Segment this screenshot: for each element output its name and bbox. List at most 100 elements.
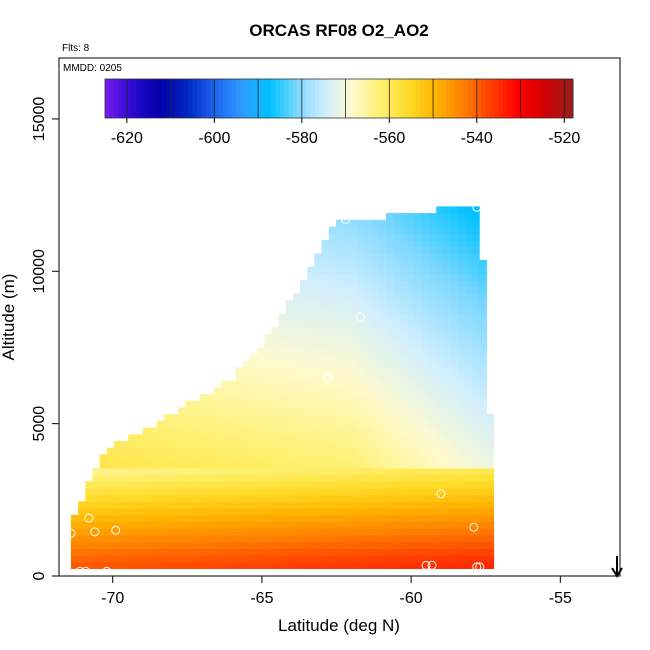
field-cell <box>228 380 237 388</box>
field-cell <box>371 407 380 415</box>
field-cell <box>421 347 430 355</box>
field-cell <box>121 528 129 536</box>
field-cell <box>164 487 172 496</box>
field-cell <box>285 541 294 549</box>
field-cell <box>436 501 444 509</box>
field-cell <box>386 407 394 415</box>
field-cell <box>393 380 401 388</box>
field-cell <box>350 239 358 248</box>
field-cell <box>207 434 215 442</box>
field-cell <box>378 414 387 422</box>
field-cell <box>321 474 330 482</box>
field-cell <box>343 427 351 435</box>
field-cell <box>214 481 222 489</box>
field-cell <box>443 474 452 482</box>
field-cell <box>278 467 287 476</box>
field-cell <box>343 293 351 301</box>
field-cell <box>350 434 358 442</box>
field-cell <box>429 313 437 321</box>
field-cell <box>121 441 129 449</box>
field-cell <box>479 447 487 456</box>
field-cell <box>421 508 430 516</box>
field-cell <box>271 541 280 549</box>
field-cell <box>300 474 308 482</box>
field-cell <box>364 548 373 556</box>
field-cell <box>207 441 215 449</box>
field-cell <box>343 273 351 281</box>
field-cell <box>321 246 330 254</box>
field-cell <box>371 534 380 543</box>
field-cell <box>214 400 222 409</box>
field-cell <box>421 226 430 234</box>
field-cell <box>464 313 473 321</box>
field-cell <box>264 373 273 382</box>
field-cell <box>414 320 423 328</box>
field-cell <box>471 474 480 482</box>
field-cell <box>121 554 129 563</box>
field-cell <box>378 528 387 536</box>
field-cell <box>214 427 222 435</box>
field-cell <box>300 360 308 368</box>
field-cell <box>178 487 187 496</box>
field-cell <box>364 327 373 335</box>
field-cell <box>371 400 380 409</box>
observation-point <box>472 562 482 572</box>
field-cell <box>214 461 222 469</box>
field-cell <box>328 340 337 348</box>
field-cell <box>443 528 452 536</box>
colorbar-segment <box>306 79 312 118</box>
field-cell <box>371 367 380 375</box>
field-cell <box>443 286 452 295</box>
field-cell <box>414 494 423 502</box>
field-cell <box>221 481 230 489</box>
field-cell <box>113 454 122 462</box>
field-cell <box>471 219 480 228</box>
field-cell <box>421 494 430 502</box>
colorbar-segment <box>564 79 570 118</box>
field-cell <box>156 420 165 429</box>
field-cell <box>292 528 301 536</box>
field-cell <box>443 454 452 462</box>
field-cell <box>106 514 115 523</box>
field-cell <box>328 521 337 529</box>
field-cell <box>314 266 323 275</box>
field-cell <box>235 427 244 435</box>
field-cell <box>242 508 251 516</box>
field-cell <box>285 561 294 569</box>
field-cell <box>271 454 280 462</box>
colorbar-segment <box>275 79 281 118</box>
field-cell <box>479 266 487 275</box>
field-cell <box>464 561 473 569</box>
field-cell <box>407 233 416 241</box>
field-cell <box>414 548 423 556</box>
field-cell <box>78 521 86 529</box>
field-cell <box>364 454 373 462</box>
field-cell <box>335 313 344 321</box>
field-cell <box>479 561 487 569</box>
field-cell <box>185 494 194 502</box>
field-cell <box>128 534 136 543</box>
field-cell <box>414 340 423 348</box>
field-cell <box>471 313 480 321</box>
field-cell <box>307 400 316 409</box>
field-cell <box>271 394 280 402</box>
field-cell <box>335 306 344 315</box>
field-cell <box>350 380 358 388</box>
field-cell <box>471 300 480 308</box>
field-cell <box>235 400 244 409</box>
field-cell <box>328 380 337 388</box>
field-cell <box>421 474 430 482</box>
field-cell <box>414 394 423 402</box>
field-cell <box>343 447 351 456</box>
field-cell <box>264 333 273 342</box>
field-cell <box>450 260 459 268</box>
field-cell <box>457 414 466 422</box>
field-cell <box>135 447 144 456</box>
field-cell <box>464 534 473 543</box>
field-cell <box>78 514 86 523</box>
field-cell <box>350 347 358 355</box>
field-cell <box>328 474 337 482</box>
field-cell <box>479 260 487 268</box>
field-cell <box>393 219 401 228</box>
